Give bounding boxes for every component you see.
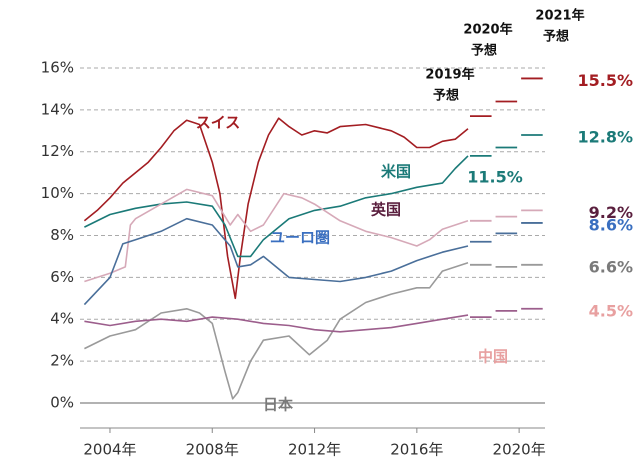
x-tick-label: 2008年 [186,441,239,459]
forecast-label: 9.2% [589,203,633,222]
forecast-label: 4.5% [589,301,633,320]
x-tick-label: 2004年 [83,441,136,459]
x-tick-label: 2020年 [493,441,546,459]
y-tick-label: 10% [41,184,74,202]
series-line [83,117,469,300]
y-tick-label: 12% [41,142,74,160]
y-tick-label: 8% [50,226,74,244]
x-tick-label: 2012年 [288,441,341,459]
forecast-label: 8.6% [589,215,633,234]
y-tick-label: 14% [41,100,74,118]
series-name: 米国 [381,163,411,181]
series-line [84,261,469,400]
forecast-year: 2020年 [463,22,512,38]
x-tick-label: 2016年 [390,441,443,459]
forecast-note: 予想 [471,43,497,59]
y-tick-label: 16% [41,58,74,76]
forecast-label: 15.5% [577,71,633,90]
series-line [84,314,469,333]
y-tick-label: 2% [50,352,74,370]
y-tick-label: 0% [50,394,74,412]
series-note: 11.5% [467,168,523,187]
y-tick-label: 4% [50,310,74,328]
forecast-note: 予想 [433,88,459,104]
series-name: ユーロ圏 [270,229,330,247]
series-name: 日本 [263,396,293,414]
series-line [83,217,469,306]
forecast-label: 6.6% [589,257,633,276]
forecast-note: 予想 [543,29,569,45]
forecast-year: 2021年 [535,8,584,24]
forecast-year: 2019年 [425,67,474,83]
series-name: 中国 [478,348,508,366]
series-name: 英国 [371,201,401,219]
series-line [84,188,469,283]
series-name: スイス [196,114,241,132]
forecast-label: 12.8% [577,127,633,146]
y-tick-label: 6% [50,268,74,286]
